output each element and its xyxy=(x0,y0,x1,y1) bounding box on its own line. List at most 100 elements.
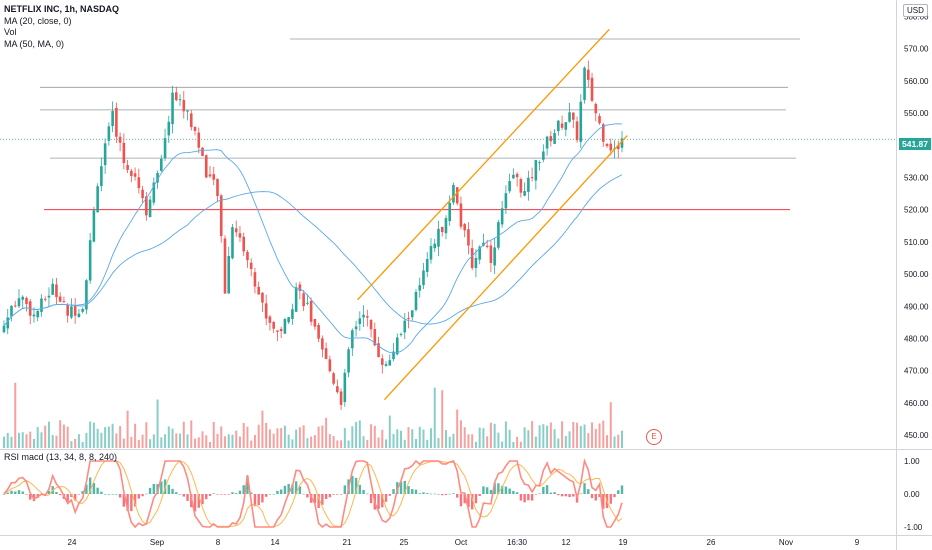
macd-hist-bar xyxy=(433,493,436,495)
macd-hist-bar xyxy=(500,485,504,494)
volume-bar xyxy=(613,436,616,448)
macd-hist-bar xyxy=(238,490,242,494)
candle-body xyxy=(309,300,313,322)
price-tick-label: 520.00 xyxy=(904,206,929,215)
macd-hist-bar xyxy=(10,490,13,494)
volume-bar xyxy=(381,429,384,448)
candle-body xyxy=(605,143,609,147)
macd-hist-bar xyxy=(250,492,253,494)
macd-hist-bar xyxy=(613,494,616,498)
volume-bar xyxy=(152,434,155,448)
macd-hist-bar xyxy=(553,492,556,494)
ma50-label: MA (50, MA, 0) xyxy=(4,38,65,49)
volume-bar xyxy=(302,425,305,448)
candle-body xyxy=(609,143,613,151)
candle-body xyxy=(130,170,133,176)
volume-bar xyxy=(85,432,88,448)
macd-hist-bar xyxy=(167,484,170,494)
volume-bar xyxy=(29,431,32,448)
volume-bar xyxy=(516,436,519,448)
ma20-line xyxy=(3,123,623,354)
candle-body xyxy=(407,317,410,319)
macd-hist-bar xyxy=(294,481,298,494)
candle-body xyxy=(437,228,440,247)
candle-body xyxy=(347,349,350,373)
volume-bar xyxy=(295,429,298,448)
volume-bar xyxy=(415,438,417,448)
volume-bar xyxy=(583,424,586,448)
candle-body xyxy=(81,308,84,312)
candle-body xyxy=(380,358,384,365)
volume-bar xyxy=(246,426,249,448)
candle-body xyxy=(369,319,373,330)
volume-bar xyxy=(474,441,477,448)
volume-bar xyxy=(576,422,579,448)
volume-bar xyxy=(452,433,455,448)
macd-hist-bar xyxy=(351,475,354,494)
rsi-macd-label: RSI macd (13, 34, 8, 8, 240) xyxy=(4,452,118,462)
candle-body xyxy=(489,245,493,263)
macd-hist-bar xyxy=(175,492,178,494)
candle-body xyxy=(186,110,189,112)
volume-bar xyxy=(175,433,178,448)
candle-body xyxy=(17,298,21,307)
volume-bar xyxy=(433,387,436,448)
macd-hist-bar xyxy=(527,494,530,501)
candle-body xyxy=(440,226,444,233)
volume-bar xyxy=(280,428,283,448)
macd-hist-bar xyxy=(336,494,339,495)
ma20-label: MA (20, close, 0) xyxy=(4,15,72,26)
macd-hist-bar xyxy=(437,494,440,495)
macd-hist-bar xyxy=(81,491,84,494)
price-tick-label: 510.00 xyxy=(904,238,929,247)
candle-body xyxy=(534,160,538,181)
time-tick-label: 16:30 xyxy=(507,538,528,547)
candle-body xyxy=(343,372,347,402)
volume-bar xyxy=(489,422,492,448)
price-tick-label: 570.00 xyxy=(904,45,929,54)
candle-body xyxy=(500,208,504,225)
candle-body xyxy=(182,99,186,112)
macd-hist-bar xyxy=(354,477,358,494)
volume-bar xyxy=(504,421,507,448)
candle-body xyxy=(579,101,583,142)
volume-bar xyxy=(190,420,193,448)
volume-bar xyxy=(291,439,294,448)
volume-bar xyxy=(343,428,346,448)
candle-body xyxy=(538,162,541,164)
macd-hist-bar xyxy=(418,493,421,494)
time-tick-label: 19 xyxy=(619,538,628,547)
price-tick-label: 530.00 xyxy=(904,173,929,182)
macd-hist-bar xyxy=(171,488,174,494)
volume-bar xyxy=(523,427,526,448)
currency-badge[interactable]: USD xyxy=(903,4,928,17)
candle-body xyxy=(392,351,395,360)
volume-bar xyxy=(546,425,549,448)
volume-bar xyxy=(396,429,399,448)
candle-body xyxy=(463,224,466,231)
earnings-marker[interactable]: E xyxy=(646,429,662,445)
candle-body xyxy=(10,305,13,317)
macd-hist-bar xyxy=(369,494,373,504)
macd-hist-bar xyxy=(182,494,185,497)
volume-bar xyxy=(130,436,133,448)
macd-hist-bar xyxy=(92,483,96,494)
volume-bar xyxy=(70,441,73,448)
macd-hist-bar xyxy=(197,494,200,508)
volume-bar xyxy=(212,421,215,448)
candle-body xyxy=(234,228,238,233)
macd-hist-bar xyxy=(302,493,305,495)
candle-body xyxy=(583,67,586,100)
candle-body xyxy=(321,338,324,350)
volume-bar xyxy=(141,434,144,448)
volume-bar xyxy=(370,424,373,448)
time-tick-label: 26 xyxy=(707,538,716,547)
volume-bar xyxy=(77,434,80,448)
volume-bar xyxy=(250,440,253,448)
candle-body xyxy=(564,122,568,130)
candle-body xyxy=(283,319,287,334)
candle-body xyxy=(272,321,275,329)
volume-bar xyxy=(471,434,474,448)
candle-body xyxy=(231,227,234,259)
